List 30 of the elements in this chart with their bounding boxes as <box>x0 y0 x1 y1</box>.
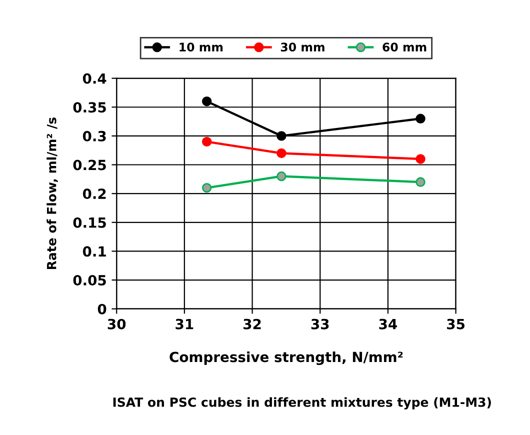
legend-label: 30 mm <box>280 42 324 52</box>
point <box>276 131 286 141</box>
x-tick-label: 34 <box>379 318 397 330</box>
legend-label: 60 mm <box>382 42 426 52</box>
text: ISAT on PSC cubes in different mixtures type (M1-M3) <box>113 397 491 410</box>
point <box>202 136 212 147</box>
y-tick-label: 0.2 <box>82 188 106 200</box>
y-tick-label: 0.35 <box>73 102 106 113</box>
x-tick-label: 30 <box>108 318 126 330</box>
y-tick-label: 0.05 <box>73 275 106 286</box>
y-axis-title: Rate of Flow, ml/m² /s <box>46 118 58 270</box>
x-tick-label: 32 <box>244 318 261 330</box>
point <box>276 171 286 182</box>
point <box>202 182 212 193</box>
point <box>416 114 426 124</box>
y-tick-label: 0.3 <box>82 130 106 142</box>
x-axis-title: Compressive strength, N/mm² <box>170 351 403 366</box>
y-tick-label: 0.25 <box>73 160 106 170</box>
x-tick-label: 33 <box>311 318 329 330</box>
x-tick-label: 31 <box>176 318 194 330</box>
point <box>202 96 212 106</box>
y-tick-label: 0.15 <box>73 217 106 228</box>
y-tick-label: 0.4 <box>82 73 106 84</box>
y-tick-label: 0 <box>98 304 106 314</box>
x-tick-label: 35 <box>447 318 464 330</box>
y-tick-label: 0.1 <box>82 246 106 257</box>
point <box>416 177 426 187</box>
point <box>276 148 286 158</box>
point <box>416 154 426 164</box>
legend-label: 10 mm <box>180 42 223 52</box>
